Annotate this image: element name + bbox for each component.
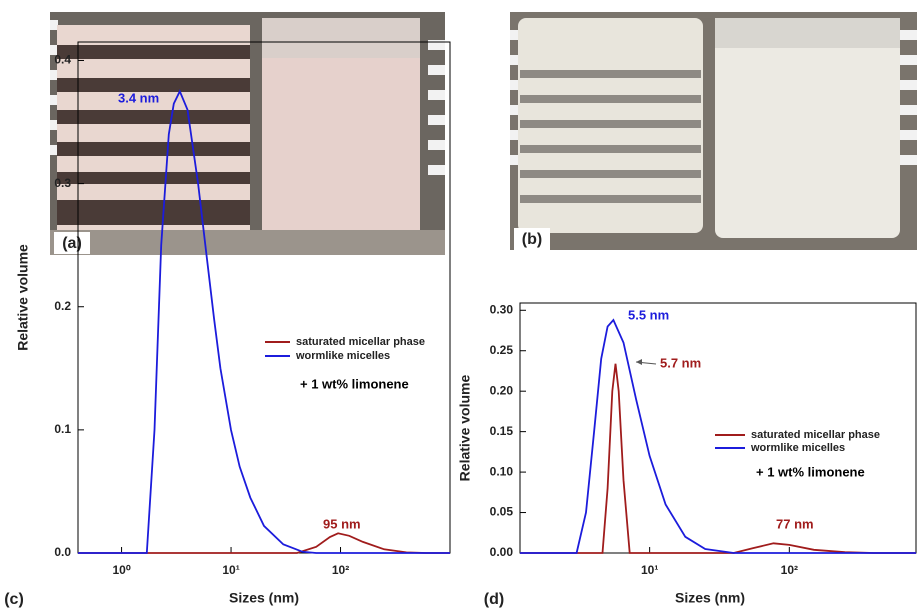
y-axis-label: Relative volume <box>15 244 31 351</box>
y-tick-label: 0.25 <box>490 343 514 357</box>
y-tick-label: 0.3 <box>54 176 71 190</box>
annotation: + 1 wt% limonene <box>300 376 409 391</box>
x-tick-label: 10² <box>332 563 349 577</box>
y-tick-label: 0.0 <box>54 545 71 559</box>
photo-label: (a) <box>62 235 82 252</box>
y-tick-label: 0.2 <box>54 299 71 313</box>
annotation: 5.7 nm <box>660 355 701 370</box>
y-tick-label: 0.30 <box>490 302 514 316</box>
x-tick-label: 10⁰ <box>112 563 130 577</box>
panel-label: (d) <box>484 591 504 608</box>
y-tick-label: 0.20 <box>490 383 514 397</box>
annotation: + 1 wt% limonene <box>756 464 865 479</box>
photo-a: (a) <box>50 12 445 255</box>
arrow-head <box>636 359 642 365</box>
photo-label: (b) <box>522 231 542 248</box>
y-tick-label: 0.1 <box>54 422 71 436</box>
annotation: 3.4 nm <box>118 90 159 105</box>
x-tick-label: 10² <box>781 563 798 577</box>
x-tick-label: 10¹ <box>222 563 239 577</box>
y-tick-label: 0.00 <box>490 545 514 559</box>
photo-b: (b) <box>510 12 917 250</box>
panel-label: (c) <box>4 591 24 608</box>
series-line <box>520 318 916 554</box>
annotation: 77 nm <box>776 516 814 531</box>
series-line <box>520 363 916 554</box>
y-tick-label: 0.05 <box>490 505 514 519</box>
y-tick-label: 0.15 <box>490 424 514 438</box>
y-tick-label: 0.10 <box>490 464 514 478</box>
x-axis-label: Sizes (nm) <box>229 590 299 606</box>
annotation: 5.5 nm <box>628 307 669 322</box>
legend-label: wormlike micelles <box>750 442 845 454</box>
legend-label: saturated micellar phase <box>296 336 425 348</box>
series-line <box>78 532 450 554</box>
legend-label: saturated micellar phase <box>751 429 880 441</box>
x-axis-label: Sizes (nm) <box>675 590 745 606</box>
annotation: 95 nm <box>323 516 361 531</box>
series-line <box>78 89 450 554</box>
legend-label: wormlike micelles <box>295 350 390 362</box>
y-axis-label: Relative volume <box>457 374 473 481</box>
y-tick-label: 0.4 <box>54 53 71 67</box>
x-tick-label: 10¹ <box>641 563 658 577</box>
